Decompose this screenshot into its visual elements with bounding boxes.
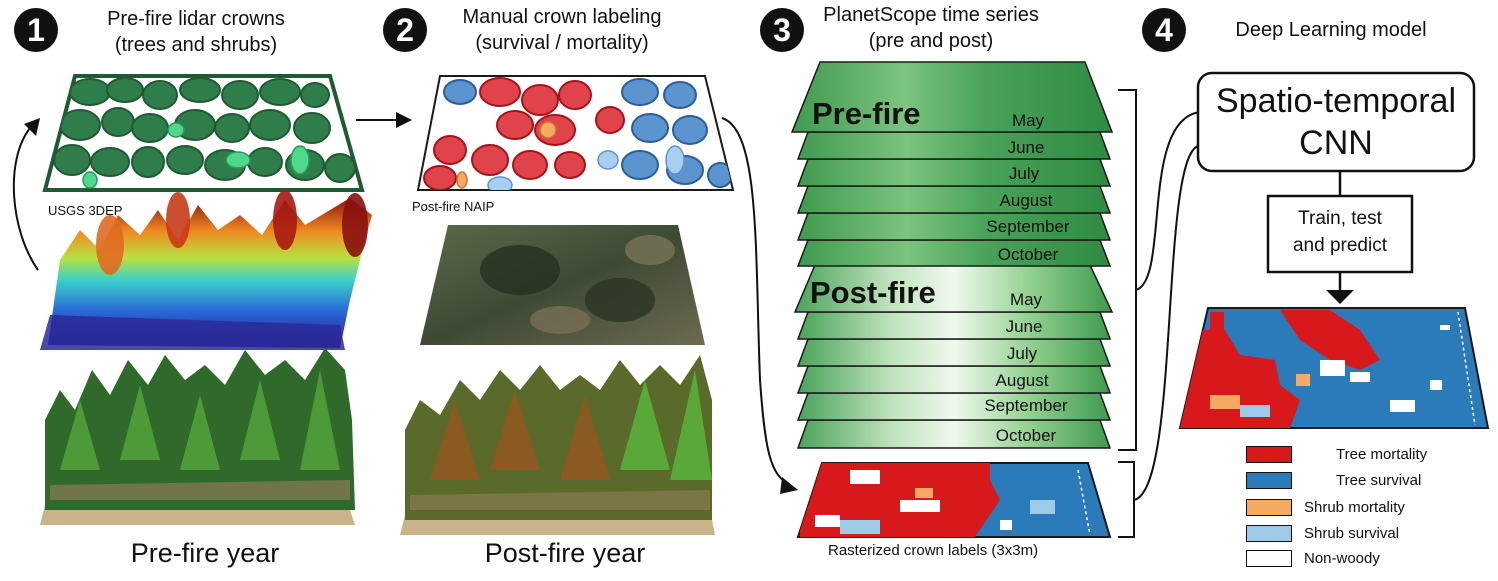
cnn-line2: CNN <box>1299 124 1373 162</box>
pre-month-september: September <box>986 217 1069 236</box>
post-fire-naip-label: Post-fire NAIP <box>412 199 495 214</box>
legend-item-shrub-mortality: Shrub mortality <box>1246 496 1405 518</box>
legend-item-non-woody: Non-woody <box>1246 547 1380 569</box>
cnn-box-text: Spatio-temporal CNN <box>1198 80 1474 164</box>
step-3-title-line2: (pre and post) <box>868 30 994 52</box>
raster-bracket <box>1118 461 1135 538</box>
raster-to-cnn-connector <box>1133 145 1199 501</box>
step-3-title: PlanetScope time series (pre and post) <box>806 2 1056 54</box>
process-line2: and predict <box>1292 235 1387 256</box>
legend-label: Shrub survival <box>1304 524 1400 542</box>
pre-august-layer <box>796 185 1112 214</box>
manual-labels-panel <box>416 75 735 191</box>
legend-swatch <box>1246 445 1292 463</box>
step-3-badge: 3 <box>760 8 804 52</box>
raster-labels-caption: Rasterized crown labels (3x3m) <box>828 542 1039 559</box>
legend-swatch <box>1246 498 1292 516</box>
labels-to-raster-arrow <box>721 117 791 486</box>
step-1-title: Pre-fire lidar crowns (trees and shrubs) <box>66 6 326 58</box>
post-month-september: September <box>984 396 1067 415</box>
pre-july-layer <box>796 158 1112 187</box>
pre-month-may: May <box>1012 111 1045 130</box>
legend-label: Non-woody <box>1304 549 1380 567</box>
pre-month-august: August <box>1000 191 1053 210</box>
pre-month-july: July <box>1009 164 1040 183</box>
post-october-layer <box>796 419 1112 449</box>
process-box-text: Train, test and predict <box>1268 205 1412 259</box>
naip-image <box>420 225 705 345</box>
step-1-title-line1: Pre-fire lidar crowns <box>107 8 285 30</box>
planetscope-stack: Pre-fire Post-fire May June July August … <box>790 61 1114 449</box>
step-3-title-line1: PlanetScope time series <box>823 4 1039 26</box>
pre-month-october: October <box>998 245 1059 264</box>
process-line1: Train, test <box>1298 208 1382 229</box>
panel1-to-panel2-arrowhead <box>396 112 412 128</box>
step-4-badge: 4 <box>1142 8 1186 52</box>
legend-label: Tree mortality <box>1336 445 1428 463</box>
post-month-august: August <box>996 371 1049 390</box>
step-1-title-line2: (trees and shrubs) <box>114 34 278 56</box>
labels-to-raster-arrowhead <box>780 477 798 494</box>
process-to-map-arrowhead <box>1326 290 1354 304</box>
lidar-point-cloud <box>40 190 372 350</box>
legend-item-tree-survival: Tree survival <box>1246 469 1421 491</box>
lidar-to-crowns-arrowhead <box>24 118 40 136</box>
legend-swatch <box>1246 471 1292 489</box>
step-2-badge: 2 <box>383 8 427 52</box>
pre-june-layer <box>796 131 1112 160</box>
lidar-to-crowns-arrow <box>12 127 39 271</box>
post-month-october: October <box>996 426 1057 445</box>
legend-swatch <box>1246 524 1292 542</box>
legend-swatch <box>1246 549 1292 567</box>
legend-item-shrub-survival: Shrub survival <box>1246 522 1399 544</box>
pre-october-layer <box>796 239 1112 267</box>
post-month-june: June <box>1006 317 1043 336</box>
cnn-line1: Spatio-temporal <box>1215 82 1456 120</box>
raster-labels-panel <box>796 462 1112 538</box>
pre-may-layer <box>790 61 1114 133</box>
step-1-badge: 1 <box>14 8 58 52</box>
lidar-crowns-panel <box>42 74 365 192</box>
stack-to-cnn-connector <box>1135 111 1201 291</box>
step-2-title-line2: (survival / mortality) <box>475 32 649 54</box>
step-2-title: Manual crown labeling (survival / mortal… <box>432 4 692 56</box>
pre-fire-label: Pre-fire <box>812 96 921 131</box>
step-2-title-line1: Manual crown labeling <box>462 6 662 28</box>
post-month-may: May <box>1010 290 1043 309</box>
post-august-layer <box>796 365 1112 394</box>
post-month-july: July <box>1007 344 1038 363</box>
post-june-layer <box>796 311 1112 340</box>
pre-fire-year-label: Pre-fire year <box>130 538 280 568</box>
step-4-title-line1: Deep Learning model <box>1235 19 1427 41</box>
usgs-3dep-label: USGS 3DEP <box>48 203 123 218</box>
process-box <box>1266 194 1414 274</box>
legend-label: Shrub mortality <box>1304 498 1405 516</box>
pre-fire-forest-illustration <box>40 348 355 525</box>
cnn-box <box>1196 71 1476 173</box>
post-july-layer <box>796 338 1112 367</box>
post-fire-year-label: Post-fire year <box>484 538 646 568</box>
pre-month-june: June <box>1008 138 1045 157</box>
prediction-map <box>1178 307 1490 429</box>
post-fire-forest-illustration <box>400 355 715 535</box>
legend-label: Tree survival <box>1336 471 1422 489</box>
post-fire-label: Post-fire <box>810 275 936 310</box>
legend-item-tree-mortality: Tree mortality <box>1246 443 1427 465</box>
stack-bracket <box>1118 89 1137 451</box>
step-4-title: Deep Learning model <box>1196 17 1466 43</box>
